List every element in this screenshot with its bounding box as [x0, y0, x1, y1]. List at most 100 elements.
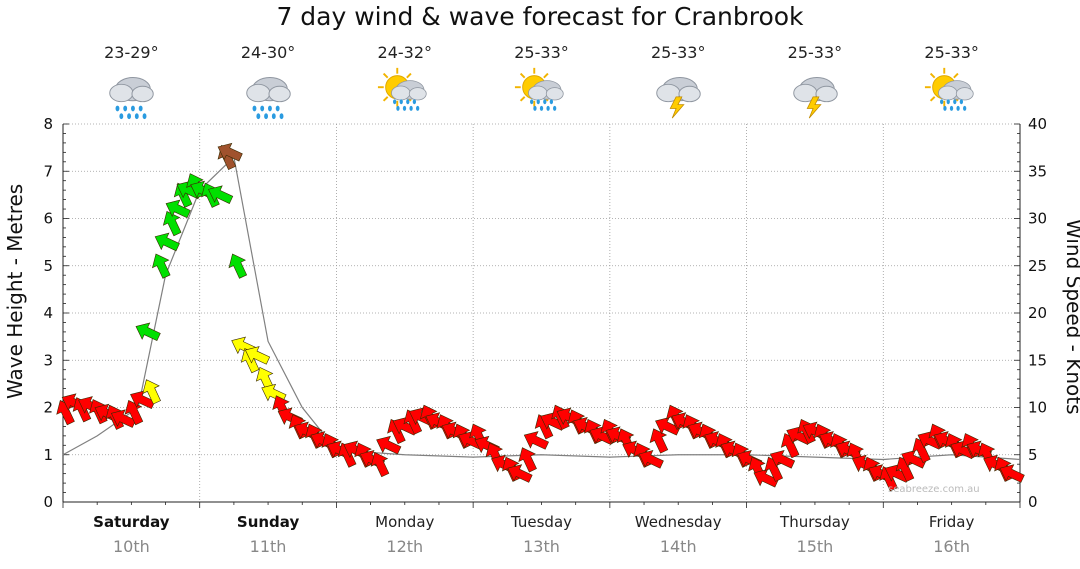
- wind-arrow: [244, 346, 271, 365]
- sun-rain-icon: [920, 64, 984, 122]
- wind-arrow: [769, 450, 796, 469]
- y-tick-label-right: 25: [1028, 257, 1047, 275]
- wind-arrow-shape: [769, 450, 796, 469]
- wind-arrow-shape: [518, 447, 537, 473]
- date-label: 15th: [796, 537, 834, 556]
- wind-arrow: [135, 322, 161, 341]
- wind-arrow: [507, 464, 533, 483]
- wind-arrow: [208, 185, 234, 204]
- wind-arrow: [376, 435, 402, 455]
- y-tick-label-right: 10: [1028, 399, 1047, 417]
- y-tick-label-left: 3: [43, 351, 53, 369]
- wind-arrow: [649, 428, 669, 454]
- wind-arrow: [165, 199, 191, 219]
- wind-arrow: [124, 400, 144, 426]
- y-tick-label-left: 1: [43, 446, 53, 464]
- day-label: Sunday: [236, 513, 300, 531]
- day-label: Wednesday: [634, 513, 722, 531]
- wind-arrow-shape: [110, 409, 137, 428]
- temperature-range: 23-29°: [104, 43, 159, 62]
- wind-arrow-shape: [649, 428, 669, 454]
- day-label: Tuesday: [510, 513, 573, 531]
- wind-arrow: [518, 447, 537, 473]
- wind-arrow-shape: [151, 253, 171, 279]
- wind-arrow-shape: [135, 322, 161, 341]
- wind-arrow-shape: [162, 211, 182, 237]
- y-tick-label-right: 30: [1028, 210, 1047, 228]
- y-tick-label-left: 5: [43, 257, 53, 275]
- temperature-range: 25-33°: [514, 43, 569, 62]
- day-label: Saturday: [93, 513, 170, 531]
- storm-cloud-icon: [783, 64, 847, 122]
- y-axis-label-left: Wave Height - Metres: [3, 183, 27, 399]
- wind-arrow-shape: [507, 464, 533, 483]
- wind-arrow: [217, 142, 243, 162]
- wind-arrow-shape: [228, 253, 248, 279]
- y-axis-label-right: Wind Speed - Knots: [1062, 219, 1080, 415]
- temperature-range: 25-33°: [650, 43, 706, 62]
- y-tick-label-right: 0: [1028, 493, 1038, 511]
- wind-arrow: [370, 451, 390, 478]
- wind-arrow: [655, 416, 681, 436]
- y-tick-label-left: 8: [43, 115, 53, 133]
- storm-cloud-icon: [646, 64, 710, 122]
- wind-arrow-shape: [999, 464, 1025, 483]
- wind-arrow-shape: [124, 400, 144, 426]
- wind-arrow: [999, 464, 1025, 483]
- day-label: Monday: [375, 513, 435, 531]
- y-tick-label-left: 2: [43, 399, 53, 417]
- date-label: 16th: [933, 537, 971, 556]
- wind-arrow: [154, 232, 180, 252]
- temperature-range: 24-32°: [377, 43, 433, 62]
- wind-arrow-shape: [244, 346, 271, 365]
- wind-arrow: [753, 468, 779, 488]
- wind-arrow-shape: [376, 435, 402, 455]
- date-label: 12th: [386, 537, 424, 556]
- wave-height-line: [62, 155, 1021, 461]
- wind-arrow: [901, 450, 927, 469]
- day-label: Friday: [928, 513, 975, 531]
- date-label: 10th: [112, 537, 150, 556]
- wind-arrow: [142, 379, 161, 405]
- y-tick-label-right: 20: [1028, 304, 1047, 322]
- wind-arrow-shape: [901, 450, 927, 469]
- wind-arrow-shape: [638, 450, 664, 469]
- date-label: 14th: [659, 537, 697, 556]
- watermark: seabreeze.com.au: [888, 484, 980, 495]
- y-tick-label-left: 4: [43, 304, 53, 322]
- wind-arrow-shape: [753, 468, 779, 488]
- wind-arrow-shape: [523, 431, 549, 450]
- day-label: Thursday: [780, 513, 850, 531]
- wind-arrow: [523, 431, 549, 450]
- temperature-range: 25-33°: [787, 43, 843, 62]
- y-tick-label-left: 0: [43, 493, 53, 511]
- sun-rain-icon: [510, 64, 574, 122]
- date-label: 11th: [249, 537, 287, 556]
- wind-arrow-shape: [165, 199, 191, 219]
- wind-arrow: [228, 253, 248, 279]
- wind-arrow-shape: [655, 416, 681, 436]
- wind-arrow-shape: [370, 451, 390, 478]
- wind-arrow: [638, 450, 664, 469]
- wind-arrow: [151, 253, 171, 279]
- temperature-range: 24-30°: [240, 43, 296, 62]
- wind-arrow: [110, 409, 137, 428]
- wind-arrow-shape: [208, 185, 234, 204]
- wind-arrow: [162, 211, 182, 237]
- y-tick-label-right: 15: [1028, 351, 1047, 369]
- y-tick-label-right: 40: [1028, 115, 1047, 133]
- rain-cloud-icon: [236, 64, 300, 122]
- wind-arrow-shape: [217, 142, 243, 162]
- wind-arrow-shape: [154, 232, 180, 252]
- chart-title: 7 day wind & wave forecast for Cranbrook: [276, 2, 804, 31]
- y-tick-label-right: 35: [1028, 162, 1047, 180]
- y-tick-label-left: 7: [43, 162, 53, 180]
- y-tick-label-left: 6: [43, 210, 53, 228]
- rain-cloud-icon: [99, 64, 163, 122]
- wind-arrow-shape: [142, 379, 161, 405]
- y-tick-label-right: 5: [1028, 446, 1038, 464]
- wind-arrow: [261, 383, 287, 403]
- date-label: 13th: [523, 537, 560, 556]
- temperature-range: 25-33°: [924, 43, 979, 62]
